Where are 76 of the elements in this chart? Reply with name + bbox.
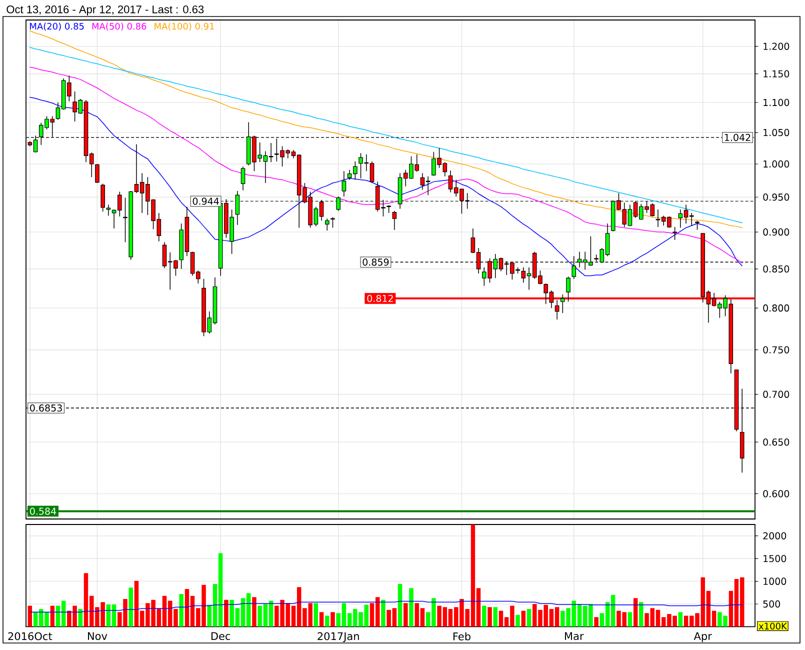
candlestick	[560, 294, 565, 314]
candlestick	[342, 170, 346, 197]
bar	[404, 603, 408, 627]
y-tick-label: 0.650	[763, 438, 790, 446]
y-tick-label: 0.800	[763, 304, 790, 312]
bar	[179, 594, 184, 627]
candlestick	[672, 226, 677, 240]
y-tick-label: 500	[763, 600, 780, 608]
candlestick	[324, 218, 330, 231]
bar	[594, 617, 598, 627]
ref-line-label: 0.859	[362, 258, 389, 266]
bar	[381, 600, 386, 627]
x-tick-label: 2016Oct	[8, 632, 52, 640]
bar	[224, 600, 228, 627]
text: MA(100) 0.91	[154, 22, 214, 31]
y-tick-label: 1000	[764, 578, 786, 585]
y-tick-label: 1.150	[764, 70, 790, 78]
bar	[398, 584, 402, 627]
x-tick-label: Feb	[453, 632, 470, 640]
chart-title: Oct 13, 2016 - Apr 12, 2017 - Last : 0.63	[6, 6, 204, 16]
ref-line-label: 0.812	[367, 294, 393, 302]
y-tick-label: 2000	[763, 532, 786, 540]
candlestick	[235, 190, 240, 226]
candlestick	[336, 196, 340, 212]
y-tick-label: 1.000	[764, 160, 790, 168]
y-tick-label: 0.900	[763, 228, 790, 236]
bar	[50, 606, 54, 627]
bar	[319, 612, 324, 627]
bar	[639, 602, 644, 627]
bar	[252, 597, 256, 627]
y-tick-label: 0.950	[763, 194, 790, 201]
bar	[325, 616, 330, 627]
y-tick-label: 0.700	[763, 390, 790, 398]
x-tick-label: Mar	[565, 632, 584, 640]
bar	[28, 606, 32, 627]
bar	[488, 607, 492, 627]
x-tick-label: Nov	[88, 632, 108, 640]
candlestick	[572, 256, 576, 280]
candlestick	[392, 210, 397, 230]
bar	[493, 607, 498, 627]
ref-line-label: 0.584	[30, 508, 56, 515]
ref-line-label: 0.6853	[30, 404, 62, 412]
bar	[526, 608, 532, 627]
ref-line-label: 1.042	[724, 134, 750, 142]
y-tick-label: 1500	[764, 554, 786, 562]
y-tick-label: 1.050	[764, 128, 790, 136]
bar	[628, 612, 632, 627]
y-tick-label: 1.200	[764, 42, 790, 50]
candlestick	[240, 166, 246, 191]
y-tick-label: 1.100	[764, 98, 790, 106]
bar	[516, 614, 520, 627]
bar	[128, 588, 133, 627]
candlestick	[330, 216, 335, 228]
bar	[409, 588, 414, 627]
candlestick	[695, 220, 700, 230]
x-tick-label: Dec	[211, 632, 230, 640]
bar	[314, 603, 318, 627]
y-tick-label: 0.600	[763, 490, 790, 498]
bar	[678, 612, 683, 627]
bar	[258, 606, 262, 627]
bar	[330, 612, 335, 627]
bar	[633, 598, 638, 627]
y-tick-label: 0.850	[763, 265, 790, 273]
x-tick-label: Apr	[694, 632, 712, 642]
y-axis-title: x100K	[758, 622, 788, 630]
candlestick	[95, 164, 100, 184]
candlestick	[566, 276, 570, 302]
candlestick	[100, 183, 105, 212]
text: MA(20) 0.85	[30, 22, 84, 31]
bar	[521, 610, 526, 627]
x-tick-label: 2017Jan	[318, 632, 359, 642]
text: MA(50) 0.86	[92, 22, 146, 31]
candlestick	[106, 204, 111, 216]
ref-line-label: 0.944	[192, 198, 219, 205]
y-tick-label: 0.750	[763, 346, 790, 354]
bar	[482, 606, 486, 627]
